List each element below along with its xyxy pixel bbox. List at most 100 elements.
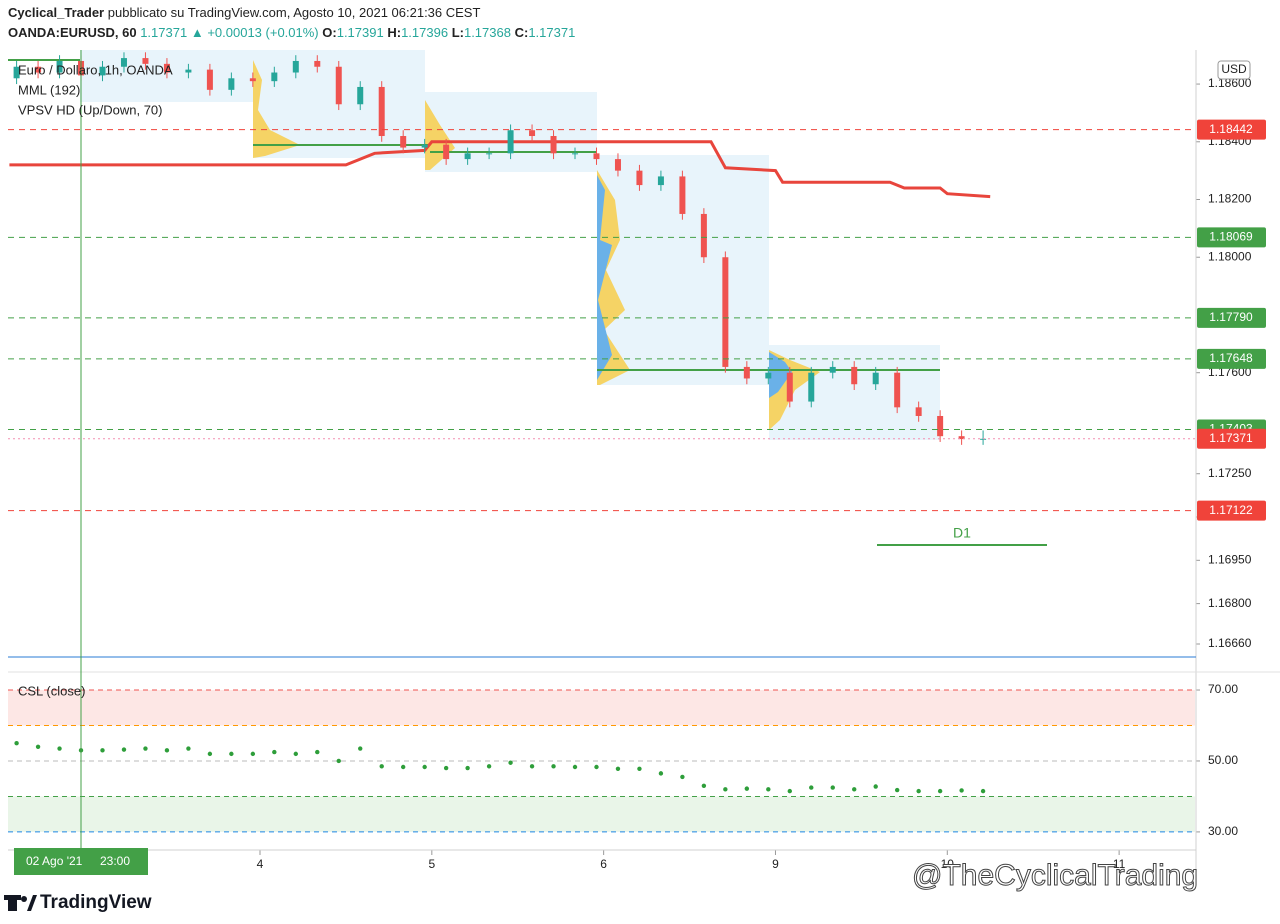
c-label: C: bbox=[515, 25, 529, 40]
level-label-box bbox=[1197, 500, 1266, 521]
csl-dot bbox=[35, 744, 41, 749]
candle-body bbox=[851, 366, 858, 385]
crosshair-time: 23:00 bbox=[100, 854, 130, 868]
o: 1.17391 bbox=[337, 25, 384, 40]
csl-dot bbox=[830, 785, 835, 790]
csl-dot bbox=[680, 774, 685, 780]
csl-dot bbox=[57, 746, 62, 751]
csl-dot bbox=[379, 764, 384, 769]
symbol: OANDA:EURUSD, 60 bbox=[8, 25, 137, 40]
currency: USD bbox=[1221, 62, 1247, 76]
crosshair-date: 02 Ago '21 bbox=[26, 854, 83, 868]
y-tick-label: 1.16950 bbox=[1208, 552, 1252, 566]
csl-dot bbox=[293, 751, 299, 757]
candle-body bbox=[400, 136, 407, 148]
vp-histogram bbox=[769, 352, 792, 398]
csl-dot bbox=[14, 741, 19, 746]
x-tick-label: 9 bbox=[772, 857, 779, 871]
y-tick-label: 1.16800 bbox=[1208, 596, 1252, 610]
csl-dot bbox=[658, 771, 664, 776]
logo-part bbox=[8, 895, 17, 911]
y-tick-label: 30.00 bbox=[1208, 824, 1238, 838]
candle-body bbox=[35, 66, 42, 73]
y-tick-label: 1.18200 bbox=[1208, 192, 1252, 206]
candle-body bbox=[120, 58, 127, 67]
level-label: 1.18442 bbox=[1209, 122, 1253, 136]
candle-body bbox=[206, 69, 213, 90]
candle-body bbox=[657, 176, 664, 186]
plot: 4 5 6 9 10 111.186001.184001.182001.180001.17… bbox=[8, 52, 1252, 871]
csl-dot bbox=[358, 746, 363, 751]
y-tick-label: 50.00 bbox=[1208, 753, 1238, 767]
csl-dot bbox=[744, 786, 750, 791]
header-line: Cyclical_Trader pubblicato su TradingVie… bbox=[8, 5, 480, 20]
candle-body bbox=[593, 153, 600, 160]
level-label-box bbox=[1197, 348, 1266, 369]
candle-body bbox=[572, 153, 579, 155]
csl-dot bbox=[400, 764, 406, 770]
brand-logo bbox=[4, 895, 37, 911]
csl-dot bbox=[250, 751, 256, 757]
y-tick-label: 1.17250 bbox=[1208, 466, 1252, 480]
candle-body bbox=[249, 78, 256, 82]
csl-dot bbox=[529, 764, 535, 769]
candle-body bbox=[679, 176, 686, 214]
y-tick-label: 1.18000 bbox=[1208, 249, 1252, 263]
mml-line bbox=[9, 140, 991, 199]
y-tick-label: 1.16660 bbox=[1208, 636, 1252, 650]
level-label-box bbox=[1197, 307, 1266, 328]
csl-dot bbox=[100, 748, 105, 753]
level-label-box bbox=[1197, 227, 1266, 248]
candle-body bbox=[421, 144, 428, 148]
candle-body bbox=[743, 366, 750, 379]
candle-body bbox=[829, 366, 836, 373]
l: 1.17368 bbox=[464, 25, 511, 40]
candle-body bbox=[550, 136, 557, 154]
x-tick-label: 6 bbox=[600, 857, 607, 871]
candle-body bbox=[142, 58, 149, 64]
level-label-box bbox=[1197, 119, 1266, 140]
level-label: 1.17648 bbox=[1209, 351, 1253, 365]
header-bg bbox=[0, 0, 1280, 46]
candle-body bbox=[335, 66, 342, 105]
csl-dot bbox=[594, 764, 599, 770]
legend-csl: CSL (close) bbox=[18, 683, 85, 698]
vp-histogram bbox=[253, 60, 300, 158]
candle-body bbox=[894, 372, 901, 408]
csl-dot bbox=[443, 765, 449, 771]
candle-body bbox=[722, 257, 729, 367]
vp-histogram bbox=[597, 170, 630, 385]
candle-body bbox=[271, 72, 278, 82]
candle-body bbox=[443, 144, 450, 160]
csl-dot bbox=[723, 787, 728, 792]
brand: TradingView bbox=[40, 892, 152, 913]
csl-dot bbox=[315, 749, 320, 755]
candle-body bbox=[808, 372, 815, 402]
level-label: 1.18069 bbox=[1209, 229, 1253, 243]
candle-body bbox=[872, 372, 879, 385]
zone-band bbox=[8, 796, 1195, 832]
candle-body bbox=[314, 60, 321, 67]
candle-body bbox=[185, 69, 192, 73]
csl-dot bbox=[937, 788, 943, 794]
candle-body bbox=[636, 170, 643, 186]
legend-series: MML (192) bbox=[18, 82, 80, 97]
quote-line: OANDA:EURUSD, 60 1.17371 ▲ +0.00013 (+0.… bbox=[8, 25, 575, 40]
x-tick-label: 10 bbox=[941, 857, 955, 871]
candle-body bbox=[507, 130, 514, 154]
csl-dot bbox=[272, 749, 277, 755]
candle-body bbox=[357, 86, 364, 105]
csl-dot bbox=[121, 747, 127, 752]
candle-body bbox=[958, 436, 965, 440]
zone-band bbox=[8, 690, 1195, 726]
csl-dot bbox=[186, 746, 191, 751]
last-price-box bbox=[1197, 428, 1266, 449]
currency-box[interactable] bbox=[1217, 60, 1251, 80]
logo-part bbox=[4, 895, 21, 900]
h-label: H: bbox=[387, 25, 401, 40]
candle-body bbox=[163, 63, 170, 73]
x-tick-label: 5 bbox=[428, 857, 435, 871]
